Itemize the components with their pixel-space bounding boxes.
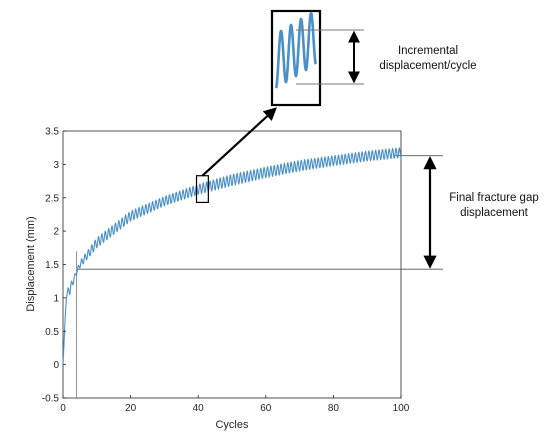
annotation-incremental-line2: displacement/cycle [379, 60, 476, 72]
x-tick-label: 0 [60, 403, 66, 414]
y-axis-ticks: -0.5 0 0.5 1 1.5 2 2.5 3 3.5 [42, 127, 66, 405]
annotation-incremental-line1: Incremental [398, 45, 458, 57]
y-tick-label: 0 [53, 360, 59, 371]
zoom-connector-arrow [201, 107, 277, 177]
y-tick-label: 2 [53, 227, 59, 238]
annotation-group [195, 9, 437, 269]
x-tick-label: 100 [393, 403, 410, 414]
y-tick-label: -0.5 [42, 394, 60, 405]
series-group [62, 147, 402, 398]
plot-area-frame [62, 130, 402, 399]
annotation-final-gap-line1: Final fracture gap [449, 192, 539, 204]
y-axis-label: Displacement (mm) [25, 216, 37, 311]
x-tick-label: 20 [125, 403, 137, 414]
zoom-inset-series [274, 11, 318, 89]
zoom-source-box [195, 175, 209, 204]
displacement-series-line [62, 147, 402, 365]
y-tick-label: 1.5 [45, 260, 59, 271]
annotation-final-gap-line2: displacement [460, 207, 529, 219]
y-tick-label: 2.5 [45, 193, 59, 204]
x-axis-ticks: 0 20 40 60 80 100 [60, 395, 410, 414]
x-axis-label: Cycles [215, 419, 249, 431]
y-tick-label: 1 [53, 293, 59, 304]
y-tick-label: 3.5 [45, 127, 59, 138]
x-tick-label: 40 [193, 403, 205, 414]
reference-lines [76, 155, 443, 270]
y-tick-label: 0.5 [45, 327, 59, 338]
x-tick-label: 60 [260, 403, 272, 414]
y-tick-label: 3 [53, 160, 59, 171]
x-tick-label: 80 [328, 403, 340, 414]
